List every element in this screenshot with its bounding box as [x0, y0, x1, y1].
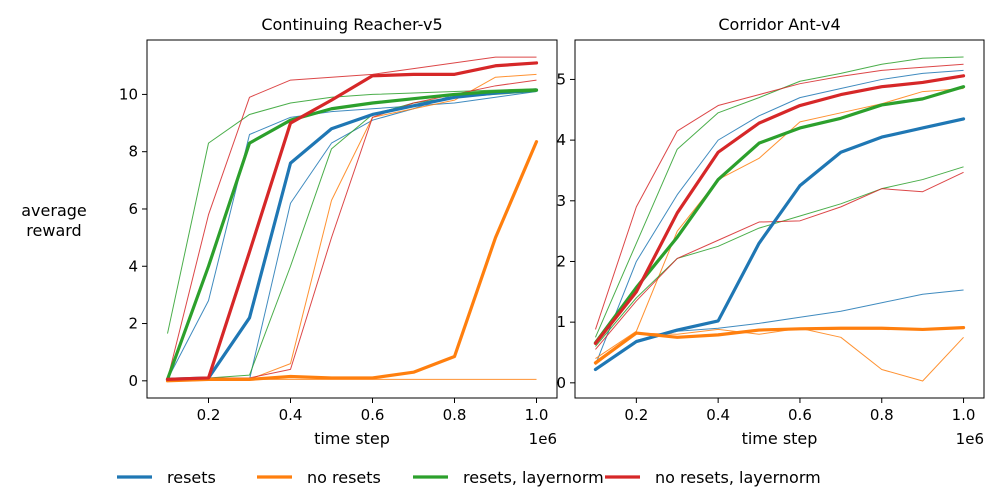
x-axis-label: time step [742, 429, 818, 448]
individual-run-line [167, 88, 537, 334]
y-axis-label-line-2: reward [26, 221, 81, 240]
x-axis-offset-label: 1e6 [529, 430, 557, 448]
series-line-no-resets [165, 140, 539, 383]
x-tick-label: 0.6 [361, 406, 385, 424]
chart-title: Corridor Ant-v4 [718, 15, 840, 34]
x-axis-offset-label: 1e6 [956, 430, 984, 448]
legend-label: no resets, layernorm [655, 468, 821, 487]
x-tick-label: 0.8 [443, 406, 467, 424]
series-line-no-resets [593, 326, 966, 365]
y-tick-label: 0 [556, 374, 566, 392]
y-tick-label: 8 [128, 143, 138, 161]
x-axis-label: time step [314, 429, 390, 448]
series-line-no-resets-layernorm [165, 61, 539, 381]
series-line-resets [593, 117, 966, 372]
chart-panel-reacher: Continuing Reacher-v5 0.2 0.4 0.6 0.8 1.0 0 2 4 6… [119, 15, 558, 448]
x-tick-label: 0.2 [197, 406, 221, 424]
individual-run-line [595, 88, 964, 359]
individual-run-line [595, 171, 964, 350]
legend-label: no resets [307, 468, 381, 487]
y-tick-label: 2 [556, 252, 566, 270]
y-tick-label: 2 [128, 315, 138, 333]
individual-run-line [167, 91, 537, 380]
chart-title: Continuing Reacher-v5 [261, 15, 442, 34]
x-tick-label: 0.4 [279, 406, 303, 424]
plot-frame [146, 39, 558, 399]
x-tick-label: 1.0 [525, 406, 549, 424]
series-line-resets [165, 88, 539, 381]
individual-run-line [167, 56, 537, 380]
individual-run-line [594, 69, 964, 365]
series-line-resets-layernorm [165, 88, 539, 381]
legend-label: resets [167, 468, 216, 487]
y-tick-label: 5 [556, 70, 566, 88]
legend: resets no resets resets, layernorm no reset… [117, 468, 821, 487]
x-tick-label: 0.4 [706, 406, 730, 424]
y-tick-label: 0 [128, 372, 138, 390]
y-tick-label: 6 [128, 200, 138, 218]
x-tick-label: 0.6 [788, 406, 812, 424]
individual-run-line [595, 166, 964, 347]
y-axis-label-line-1: average [21, 201, 87, 220]
legend-label: resets, layernorm [463, 468, 604, 487]
y-tick-label: 1 [556, 313, 566, 331]
y-tick-label: 4 [556, 131, 566, 149]
x-tick-label: 0.2 [624, 406, 648, 424]
series-line-resets-layernorm [593, 85, 966, 345]
individual-run-line [594, 63, 964, 330]
y-tick-label: 3 [556, 192, 566, 210]
chart-panel-ant: Corridor Ant-v4 0.2 0.4 0.6 0.8 1.0 0 1 2 3 4 5 time… [556, 15, 985, 448]
plot-frame [574, 39, 985, 399]
series-line-no-resets-layernorm [593, 74, 966, 345]
x-tick-label: 1.0 [952, 406, 976, 424]
x-tick-label: 0.8 [870, 406, 894, 424]
y-tick-label: 10 [119, 85, 138, 103]
y-tick-label: 4 [128, 257, 138, 275]
